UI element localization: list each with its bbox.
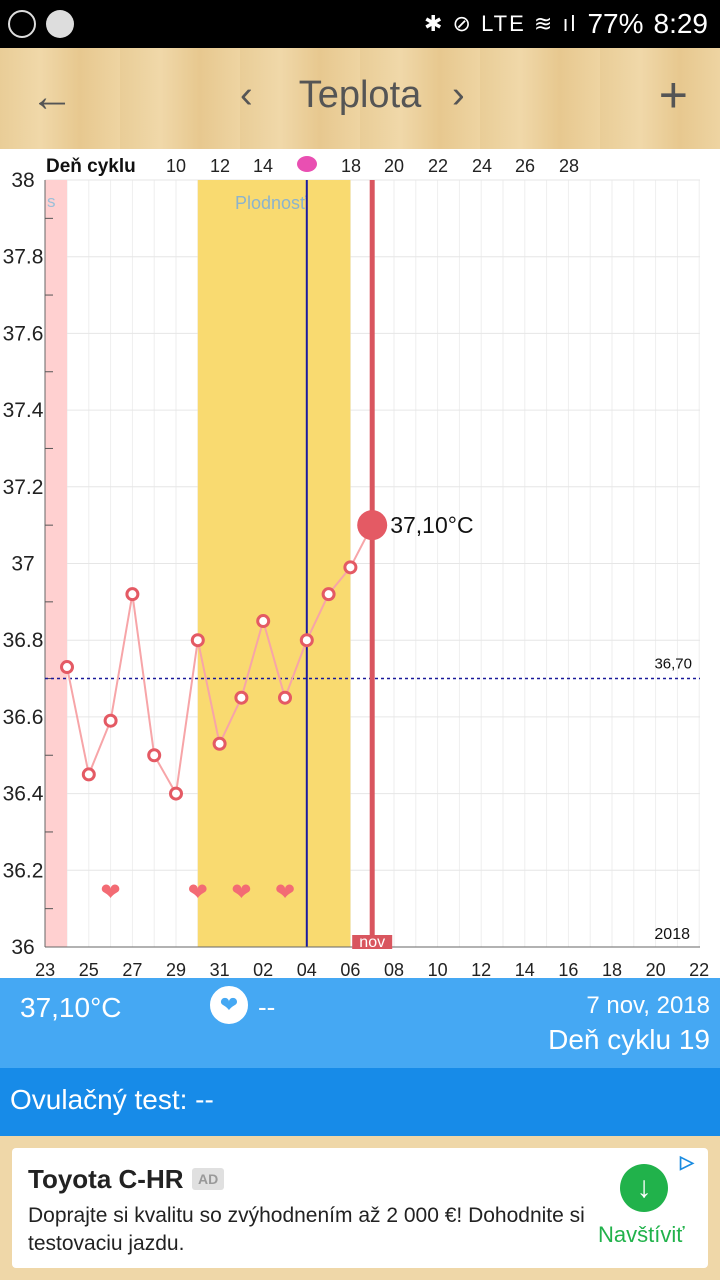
x-axis-tick: 10 [428, 960, 448, 978]
y-axis-tick: 37.2 [3, 476, 44, 499]
fertile-label: Plodnosť [235, 193, 307, 213]
temperature-point [190, 633, 205, 648]
temperature-point [234, 690, 249, 705]
clock: 8:29 [653, 8, 709, 39]
year-label: 2018 [654, 926, 690, 943]
y-axis-tick: 36.2 [3, 859, 44, 882]
top-axis-tick: 20 [384, 156, 404, 176]
temperature-point [299, 633, 314, 648]
temperature-point [81, 767, 96, 782]
ad-cta-button[interactable]: Navštíviť [598, 1222, 685, 1247]
current-value-label: 37,10°C [390, 512, 473, 538]
heart-icon[interactable]: ❤ [210, 986, 248, 1024]
add-plus-icon[interactable]: + [658, 67, 688, 123]
prev-chevron-icon[interactable]: ‹ [240, 74, 253, 116]
messenger-icon [46, 10, 74, 38]
period-label: s [47, 192, 56, 211]
current-temperature-point[interactable] [357, 510, 388, 541]
temperature-point [147, 748, 162, 763]
top-axis-label: Deň cyklu [46, 156, 136, 177]
x-axis-tick: 06 [340, 960, 360, 978]
top-axis-tick: 26 [515, 156, 535, 176]
temperature-chart[interactable]: Deň cyklu 10 12 14 18 20 22 24 26 28 36 36.2 36.4 36.… [0, 152, 720, 978]
x-axis-tick: 14 [515, 960, 535, 978]
temperature-point [103, 713, 118, 728]
heart-icon: ❤ [188, 878, 208, 906]
x-axis-tick: 27 [122, 960, 142, 978]
y-axis-tick: 37.6 [3, 322, 44, 345]
ad-description: Doprajte si kvalitu so zvýhodnením až 2 … [28, 1204, 585, 1255]
ad-badge: AD [192, 1168, 225, 1190]
heart-icon: ❤ [275, 878, 295, 906]
y-axis-tick: 36 [11, 936, 34, 959]
system-status-icons: ✱ ⊘ LTE ≋ ıl [423, 11, 578, 36]
ad-banner: Toyota C-HR AD Doprajte si kvalitu so zv… [0, 1136, 720, 1280]
selected-date: 7 nov, 2018 [586, 992, 710, 1019]
top-axis-tick: 18 [341, 156, 361, 176]
top-axis-tick: 28 [559, 156, 579, 176]
download-arrow-icon[interactable]: ↓ [620, 1164, 668, 1212]
x-axis-tick: 22 [689, 960, 709, 978]
back-arrow-icon[interactable]: ← [30, 72, 74, 121]
x-axis-tick: 23 [35, 960, 55, 978]
cycle-day: Deň cyklu 19 [548, 1024, 710, 1055]
selected-temperature[interactable]: 37,10°C [20, 992, 122, 1023]
temperature-point [60, 660, 74, 675]
cloud-notification-icon [8, 10, 36, 38]
top-axis-tick: 24 [472, 156, 492, 176]
temperature-point [169, 786, 183, 801]
ad-title[interactable]: Toyota C-HR [28, 1164, 184, 1194]
fertile-band [197, 180, 351, 947]
ad-card[interactable]: Toyota C-HR AD Doprajte si kvalitu so zv… [12, 1148, 708, 1268]
top-axis-tick: 14 [253, 156, 273, 176]
battery-percent: 77% [587, 8, 644, 39]
y-axis-tick: 36.6 [3, 706, 44, 729]
status-bar: ✱ ⊘ LTE ≋ ıl 77% 8:29 [0, 0, 720, 48]
ovulation-egg-icon [297, 156, 317, 172]
heart-icon: ❤ [231, 878, 251, 906]
chart-svg: Deň cyklu 10 12 14 18 20 22 24 26 28 36 36.2 36.4 36.… [3, 156, 709, 978]
temperature-point [321, 587, 336, 602]
ovulation-test-label: Ovulačný test: -- [10, 1084, 214, 1115]
next-chevron-icon[interactable]: › [452, 74, 465, 116]
x-axis-tick: 02 [253, 960, 273, 978]
y-axis-tick: 37.8 [3, 246, 44, 269]
page-title: Teplota [298, 74, 422, 116]
x-axis-tick: 18 [602, 960, 622, 978]
x-axis-tick: 16 [558, 960, 578, 978]
ad-choices-icon[interactable]: ▷ [680, 1152, 694, 1172]
temperature-point [343, 560, 358, 575]
y-axis-tick: 38 [11, 169, 34, 192]
y-axis-tick: 37 [11, 553, 34, 576]
ovulation-test-row[interactable]: Ovulačný test: -- [0, 1068, 720, 1136]
temperature-point [212, 736, 227, 751]
top-axis-tick: 22 [428, 156, 448, 176]
x-axis-tick: 31 [210, 960, 230, 978]
temperature-point [256, 614, 271, 629]
intercourse-value: -- [258, 992, 276, 1022]
y-axis-tick: 36.8 [3, 629, 44, 652]
temperature-point [125, 587, 140, 602]
selected-day-info: 37,10°C ❤ -- 7 nov, 2018 Deň cyklu 19 [0, 978, 720, 1068]
temperature-point [278, 690, 292, 705]
y-axis-tick: 36.4 [3, 783, 44, 806]
top-axis-tick: 12 [210, 156, 230, 176]
app-bar: ← ‹ Teplota › + [0, 48, 720, 152]
x-axis-tick: 29 [166, 960, 186, 978]
x-axis-tick: 12 [471, 960, 491, 978]
x-axis-tick: 25 [79, 960, 99, 978]
month-marker-bg [352, 935, 393, 949]
coverline-label: 36,70 [654, 656, 692, 673]
x-axis-tick: 04 [297, 960, 317, 978]
y-axis-tick: 37.4 [3, 399, 44, 422]
x-axis-tick: 08 [384, 960, 404, 978]
heart-icon: ❤ [101, 878, 121, 906]
x-axis-tick: 20 [646, 960, 666, 978]
month-marker: nov [359, 934, 385, 951]
top-axis-tick: 10 [166, 156, 186, 176]
